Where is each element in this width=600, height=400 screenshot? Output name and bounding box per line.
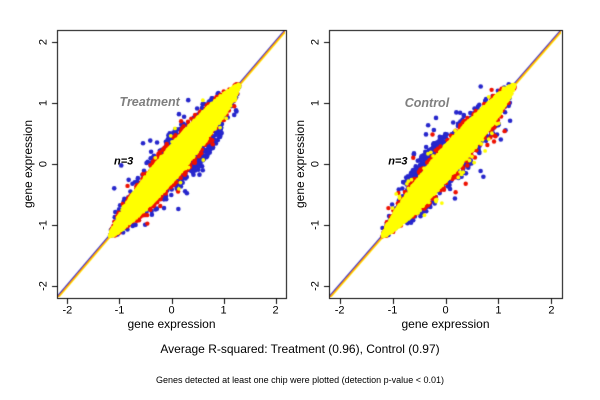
x-axis-label: gene expression xyxy=(127,317,216,331)
y-tick-label: -1 xyxy=(309,220,322,230)
y-tick-label: -2 xyxy=(309,280,322,291)
n-annotation: n=3 xyxy=(388,155,408,168)
y-tick-label: 2 xyxy=(37,39,50,46)
y-tick-label: 2 xyxy=(309,39,322,46)
y-tick-label: 1 xyxy=(309,100,322,107)
caption-r-squared: Average R-squared: Treatment (0.96), Con… xyxy=(160,342,440,356)
x-tick-label: 0 xyxy=(442,304,449,317)
x-tick-label: -1 xyxy=(387,304,398,317)
n-annotation: n=3 xyxy=(113,155,134,168)
x-tick-label: 1 xyxy=(220,304,227,317)
x-tick-label: 1 xyxy=(495,304,502,317)
x-tick-label: -2 xyxy=(62,304,73,317)
y-tick-label: -2 xyxy=(37,280,50,291)
panel-title: Control xyxy=(404,95,450,110)
x-tick-label: 0 xyxy=(168,304,175,317)
x-axis-label: gene expression xyxy=(401,317,490,331)
y-tick-label: 0 xyxy=(37,160,50,168)
y-tick-label: 0 xyxy=(309,160,322,168)
x-tick-label: -2 xyxy=(334,304,345,317)
x-tick-label: -1 xyxy=(114,304,125,317)
caption-note: Genes detected at least one chip were pl… xyxy=(156,375,444,385)
x-tick-label: 2 xyxy=(548,304,555,317)
y-axis-label: gene expression xyxy=(21,119,35,209)
panel-title: Treatment xyxy=(119,94,180,109)
y-tick-label: 1 xyxy=(37,100,50,107)
y-axis-label: gene expression xyxy=(293,119,307,209)
y-tick-label: -1 xyxy=(37,220,50,230)
x-tick-label: 2 xyxy=(272,304,279,317)
